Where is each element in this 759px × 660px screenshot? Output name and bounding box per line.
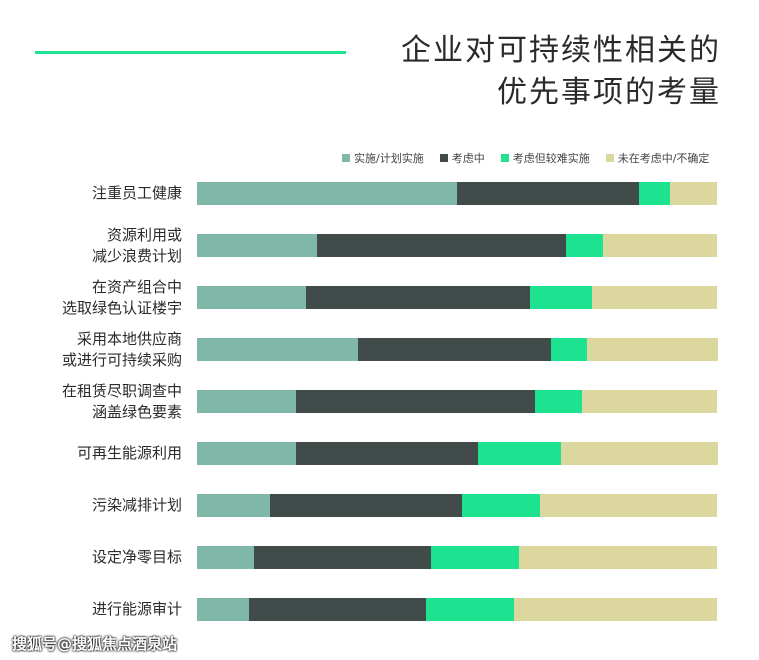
bar-segment: [197, 494, 271, 517]
bar-segment: [457, 182, 640, 205]
title-line-1: 企业对可持续性相关的: [401, 33, 721, 68]
legend-item: 实施/计划实施: [342, 150, 424, 166]
legend-item: 考虑但较难实施: [500, 150, 590, 166]
bar-segment: [425, 598, 515, 621]
category-label-line: 资源利用或: [106, 225, 182, 244]
bar-segment: [358, 338, 552, 361]
bar-segment: [197, 234, 318, 257]
bar-segment: [316, 234, 567, 257]
category-label: 采用本地供应商或进行可持续采购: [12, 329, 182, 371]
category-label-line: 采用本地供应商: [76, 329, 182, 348]
category-label: 在资产组合中选取绿色认证楼宇: [12, 277, 182, 319]
category-label-line: 进行能源审计: [91, 600, 182, 618]
legend-item: 考虑中: [439, 150, 485, 166]
bar-segment: [197, 286, 307, 309]
category-label-line: 在租赁尽职调查中: [61, 381, 182, 400]
category-label-line: 减少浪费计划: [91, 246, 182, 265]
bar-segment: [550, 338, 588, 361]
bar-segment: [514, 598, 718, 621]
category-label-line: 污染减排计划: [91, 496, 182, 514]
bar-segment: [592, 286, 718, 309]
category-label: 可再生能源利用: [12, 443, 182, 464]
bar-segment: [581, 390, 718, 413]
category-label-line: 或进行可持续采购: [61, 350, 182, 369]
bar-segment: [535, 390, 583, 413]
category-label: 注重员工健康: [12, 183, 182, 204]
bar-segment: [295, 390, 536, 413]
bar-segment: [529, 286, 593, 309]
title-accent-line: [35, 51, 346, 54]
legend: 实施/计划实施 考虑中 考虑但较难实施 未在考虑中/不确定: [342, 150, 709, 166]
bar-segment: [249, 598, 427, 621]
legend-swatch: [605, 154, 614, 162]
bar-segment: [197, 390, 297, 413]
category-label-line: 设定净零目标: [91, 548, 182, 566]
bar-segment: [561, 442, 718, 465]
category-label-line: 可再生能源利用: [76, 444, 182, 462]
bar-segment: [295, 442, 479, 465]
legend-label: 考虑中: [451, 152, 485, 165]
bar-segment: [587, 338, 718, 361]
bar-segment: [431, 546, 520, 569]
bar-segment: [254, 546, 432, 569]
bar-segment: [269, 494, 463, 517]
bar-segment: [639, 182, 671, 205]
category-label: 资源利用或减少浪费计划: [12, 225, 182, 267]
legend-swatch: [439, 154, 448, 162]
bar-segment: [477, 442, 562, 465]
category-label-line: 选取绿色认证楼宇: [61, 298, 182, 317]
bar-segment: [602, 234, 718, 257]
category-label-line: 注重员工健康: [91, 184, 182, 202]
category-label: 在租赁尽职调查中涵盖绿色要素: [12, 381, 182, 423]
category-label-line: 涵盖绿色要素: [91, 402, 182, 421]
bar-segment: [197, 338, 359, 361]
watermark: 搜狐号@搜狐焦点酒泉站: [12, 635, 178, 653]
bar-segment: [519, 546, 718, 569]
bar-segment: [670, 182, 718, 205]
category-label: 设定净零目标: [12, 547, 182, 568]
category-label-line: 在资产组合中: [91, 277, 182, 296]
legend-swatch: [342, 154, 350, 162]
bar-segment: [197, 442, 297, 465]
legend-label: 实施/计划实施: [354, 152, 424, 165]
legend-label: 未在考虑中/不确定: [617, 152, 710, 165]
legend-item: 未在考虑中/不确定: [605, 150, 710, 166]
chart-title: 企业对可持续性相关的 优先事项的考量: [401, 30, 721, 114]
legend-swatch: [500, 154, 509, 162]
bar-segment: [197, 546, 255, 569]
bar-segment: [540, 494, 718, 517]
bar-segment: [197, 182, 458, 205]
category-label: 进行能源审计: [12, 599, 182, 620]
title-line-2: 优先事项的考量: [497, 75, 721, 110]
bar-segment: [306, 286, 531, 309]
legend-label: 考虑但较难实施: [512, 152, 590, 165]
bar-segment: [197, 598, 250, 621]
category-label: 污染减排计划: [12, 495, 182, 516]
bar-segment: [462, 494, 541, 517]
bar-segment: [566, 234, 604, 257]
